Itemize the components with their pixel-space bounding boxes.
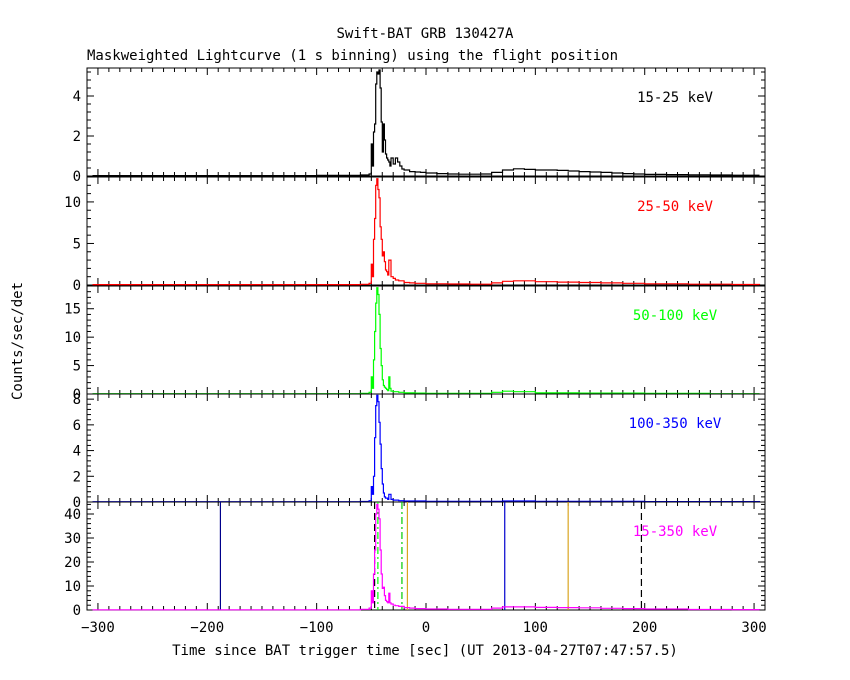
x-tick-label: 100 [523, 620, 548, 636]
y-tick-label: 0 [73, 278, 81, 294]
y-tick-label: 6 [73, 418, 81, 434]
y-tick-label: 10 [64, 195, 81, 211]
x-tick-label: 0 [422, 620, 430, 636]
series-line [92, 69, 760, 177]
band-label: 15-25 keV [637, 90, 713, 106]
y-tick-label: 5 [73, 359, 81, 375]
panel-4: 0 2 4 6 8 100-350 keV [73, 392, 766, 511]
y-tick-label: 0 [73, 169, 81, 185]
y-tick-label: 4 [73, 89, 81, 105]
chart-subtitle: Maskweighted Lightcurve (1 s binning) us… [87, 48, 618, 64]
band-label: 25-50 keV [637, 199, 713, 215]
y-tick-label: 20 [64, 555, 81, 571]
series-line [92, 394, 761, 503]
panel-frame [86, 501, 766, 611]
y-tick-label: 0 [73, 603, 81, 619]
y-tick-label: 2 [73, 129, 81, 145]
series-line [92, 178, 761, 286]
y-tick-label: 40 [64, 507, 81, 523]
band-label: 15-350 keV [633, 524, 718, 540]
y-tick-label: 5 [73, 236, 81, 252]
y-tick-label: 2 [73, 469, 81, 485]
y-tick-label: 30 [64, 531, 81, 547]
panel-frame [86, 285, 766, 395]
y-tick-label: 0 [73, 495, 81, 511]
x-tick-label: −200 [190, 620, 224, 636]
panel-2: 0 5 10 25-50 keV [64, 176, 766, 294]
y-tick-label: 10 [64, 330, 81, 346]
panels-group: 0 2 4 15-25 keV 0 5 10 25-50 keV 0 5 10 15 50-100 ke… [64, 67, 767, 636]
panel-frame [86, 176, 766, 286]
band-label: 100-350 keV [629, 416, 722, 432]
y-tick-label: 8 [73, 392, 81, 408]
x-tick-label: −300 [81, 620, 115, 636]
y-tick-label: 15 [64, 302, 81, 318]
panel-frame [86, 393, 766, 503]
x-axis-label: Time since BAT trigger time [sec] (UT 20… [172, 643, 678, 659]
x-tick-label: 200 [632, 620, 657, 636]
y-tick-label: 4 [73, 444, 81, 460]
series-line [92, 503, 761, 611]
y-tick-label: 10 [64, 579, 81, 595]
band-label: 50-100 keV [633, 308, 718, 324]
y-axis-label: Counts/sec/det [10, 282, 26, 400]
panel-5: 0 10 20 30 40 15-350 keV [64, 501, 766, 619]
chart-title: Swift-BAT GRB 130427A [336, 26, 514, 42]
y-tick-label: 0 [73, 387, 81, 403]
x-tick-label: −100 [300, 620, 334, 636]
panel-1: 0 2 4 15-25 keV [73, 67, 766, 185]
panel-frame [86, 67, 766, 177]
series-line [92, 287, 760, 395]
panel-3: 0 5 10 15 50-100 keV [64, 285, 766, 403]
x-tick-label: 300 [741, 620, 766, 636]
